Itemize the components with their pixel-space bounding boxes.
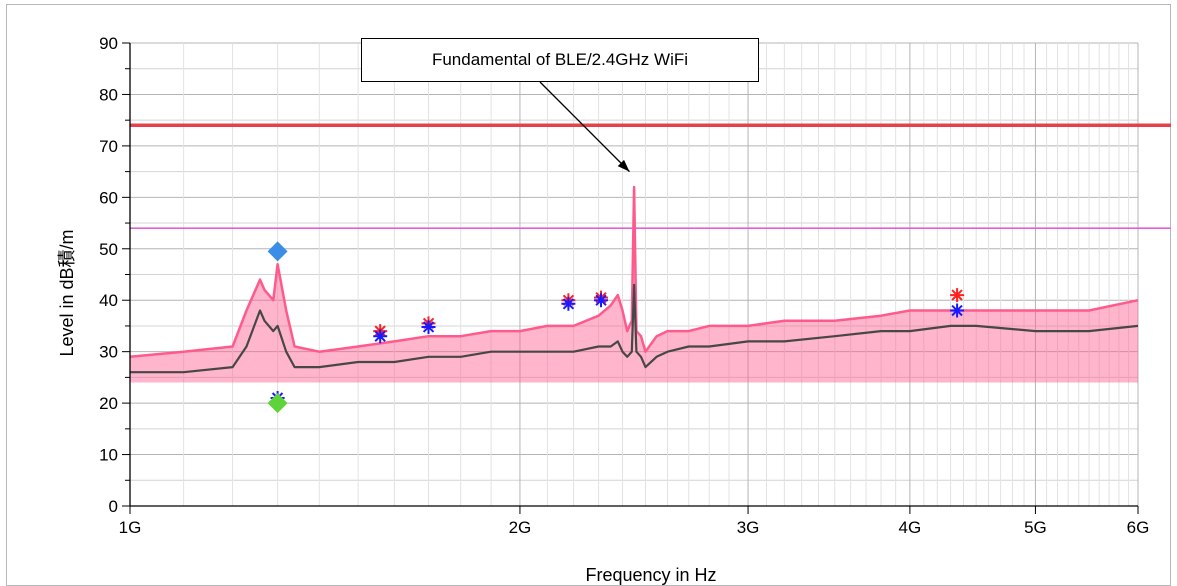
annotation-callout: Fundamental of BLE/2.4GHz WiFi xyxy=(361,38,759,82)
y-tick-label: 90 xyxy=(99,34,118,53)
y-tick-label: 50 xyxy=(99,240,118,259)
y-tick-label: 30 xyxy=(99,343,118,362)
y-tick-label: 0 xyxy=(109,497,118,516)
asterisk-marker xyxy=(950,288,965,303)
annotation-arrow-head xyxy=(617,159,630,172)
y-tick-label: 20 xyxy=(99,394,118,413)
y-tick-label: 10 xyxy=(99,446,118,465)
y-tick-label: 80 xyxy=(99,85,118,104)
annotation-arrow-layer xyxy=(539,81,630,173)
series-layer xyxy=(129,185,1139,383)
x-tick-label: 1G xyxy=(119,518,142,537)
diamond-marker xyxy=(267,241,288,262)
y-axis-title: Level in dB積/m xyxy=(57,229,77,356)
markers-layer xyxy=(267,241,965,414)
y-tick-label: 70 xyxy=(99,137,118,156)
annotation-arrow-line xyxy=(539,81,630,173)
asterisk-marker xyxy=(373,329,388,344)
peak-trace-line xyxy=(129,185,1139,359)
asterisk-marker xyxy=(594,293,608,308)
x-tick-label: 3G xyxy=(737,518,760,537)
x-tick-label: 4G xyxy=(899,518,922,537)
asterisk-marker xyxy=(421,320,436,334)
x-tick-label: 5G xyxy=(1024,518,1047,537)
x-tick-label: 6G xyxy=(1127,518,1150,537)
x-axis-title: Frequency in Hz xyxy=(585,565,716,585)
average-trace-line xyxy=(130,283,1139,374)
grid-layer xyxy=(130,42,1139,506)
limit-lines xyxy=(130,123,1171,229)
x-tick-label: 2G xyxy=(509,518,532,537)
asterisk-marker xyxy=(561,296,576,311)
diamond-marker xyxy=(267,393,288,414)
y-tick-label: 40 xyxy=(99,291,118,310)
asterisk-marker xyxy=(950,303,965,318)
axes-layer: 0 10 20 30 40 50 60 70 80 90 1G 2G 3G 4G 5G 6G xyxy=(99,34,1149,537)
y-tick-label: 60 xyxy=(99,188,118,207)
